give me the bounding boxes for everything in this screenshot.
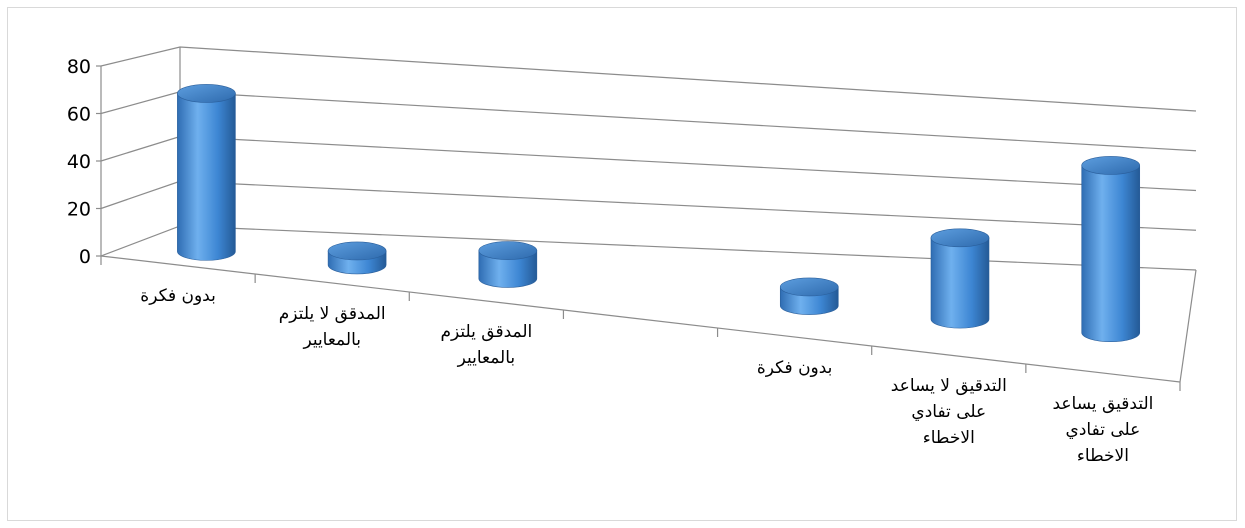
bars <box>177 84 1141 342</box>
axes <box>96 47 1197 391</box>
gridline <box>100 46 1197 112</box>
x-tick-label: التدقيق لا يساعد على تفادي الاخطاء <box>891 376 1007 448</box>
bar-body <box>177 93 236 261</box>
gridlines <box>100 46 1197 271</box>
x-tick-label: التدقيق يساعد على تفادي الاخطاء <box>1052 394 1153 466</box>
category-labels: بدون فكرة المدقق لا يلتزم بالمعايير المدقق … <box>140 286 1153 466</box>
x-tick-label: المدقق يلتزم بالمعايير <box>440 322 532 368</box>
y-tick-label: 80 <box>67 56 91 78</box>
x-axis-line <box>100 255 1181 383</box>
y-tick-label: 60 <box>67 104 91 126</box>
bar <box>930 228 990 329</box>
gridline <box>100 225 1197 271</box>
bar-cap <box>930 228 990 248</box>
y-tick-label: 0 <box>79 246 91 268</box>
bar <box>177 84 236 261</box>
gridline <box>100 180 1197 231</box>
chart-3d-cylinder-bar: 0 20 40 60 80 بدون فكرة المدقق لا يلتزم بالمعا… <box>67 46 1197 466</box>
bar-body <box>930 237 990 329</box>
bar <box>1081 156 1141 342</box>
y-tick-label: 20 <box>67 199 91 221</box>
x-tick-label: بدون فكرة <box>757 358 833 378</box>
bar-cap <box>177 84 236 103</box>
bar-body <box>478 250 538 288</box>
x-tick-label: بدون فكرة <box>140 286 216 306</box>
bar-cap <box>779 277 839 297</box>
gridline <box>100 135 1197 192</box>
bar-body <box>1081 165 1141 342</box>
y-tick-labels: 0 20 40 60 80 <box>67 56 91 268</box>
floor-right-edge <box>1179 269 1197 383</box>
bar <box>779 277 839 315</box>
bar-cap <box>327 241 387 261</box>
bar-cap <box>478 241 538 260</box>
chart-frame: 0 20 40 60 80 بدون فكرة المدقق لا يلتزم بالمعا… <box>7 7 1237 521</box>
x-tick-label: المدقق لا يلتزم بالمعايير <box>279 304 386 350</box>
bar <box>327 241 387 275</box>
bar <box>478 241 538 288</box>
y-tick-label: 40 <box>67 151 91 173</box>
bar-cap <box>1081 156 1141 175</box>
